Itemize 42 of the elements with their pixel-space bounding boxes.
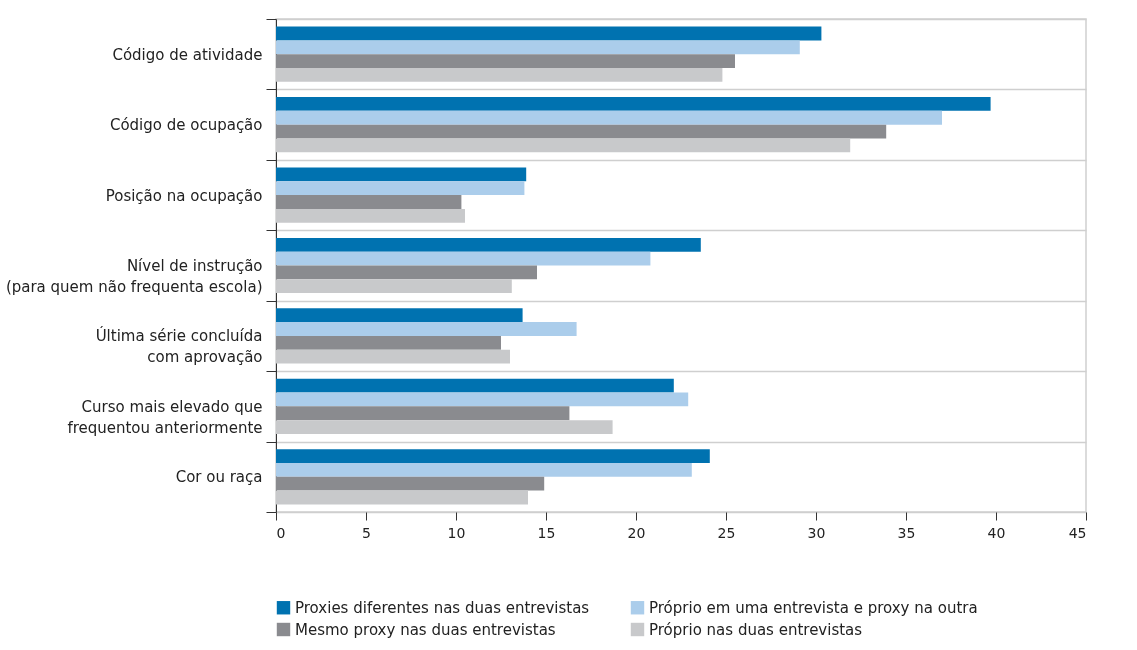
bar — [276, 322, 577, 336]
legend-label: Próprio nas duas entrevistas — [649, 620, 863, 639]
bar — [276, 237, 701, 252]
x-tick-label: 5 — [362, 524, 371, 541]
legend-label: Mesmo proxy nas duas entrevistas — [295, 620, 556, 639]
bar — [276, 110, 942, 125]
y-tick-label: Código de ocupação — [109, 116, 263, 135]
bar — [276, 195, 462, 209]
y-tick-label: Cor ou raça — [175, 468, 263, 487]
x-tick-label: 35 — [897, 524, 916, 541]
bar — [276, 181, 525, 196]
x-tick-label: 30 — [807, 524, 826, 541]
bar — [276, 335, 501, 350]
legend-label: Próprio em uma entrevista e proxy na outra — [649, 598, 978, 617]
bar — [276, 54, 735, 69]
bar — [276, 40, 800, 55]
bar — [276, 378, 674, 393]
bar — [276, 392, 689, 407]
bar — [276, 462, 692, 477]
x-tick-label: 25 — [717, 524, 736, 541]
bar — [276, 265, 537, 280]
bar — [276, 167, 527, 182]
x-tick-label: 15 — [537, 524, 556, 541]
bar — [276, 308, 523, 323]
legend-label: Proxies diferentes nas duas entrevistas — [295, 598, 590, 617]
y-tick-label: Posição na ocupação — [105, 186, 263, 205]
bar — [276, 97, 991, 111]
bar — [276, 251, 651, 266]
x-tick-label: 20 — [627, 524, 646, 541]
y-tick-label: Nível de instrução (para quem não frequenta escola) — [5, 257, 263, 296]
bar — [276, 124, 887, 139]
x-tick-label: 0 — [276, 524, 286, 541]
x-tick-label: 40 — [987, 524, 1006, 541]
x-tick-label: 45 — [1068, 524, 1087, 541]
y-tick-label: Código de atividade — [112, 45, 263, 64]
bar — [276, 476, 545, 491]
bar — [276, 26, 822, 41]
y-tick-label: Curso mais elevado que frequentou anteriormente — [67, 397, 263, 437]
bar — [276, 449, 710, 463]
y-tick-label: Última série concluída com aprovação — [95, 326, 263, 367]
bar — [276, 406, 570, 421]
x-tick-label: 10 — [447, 524, 466, 541]
